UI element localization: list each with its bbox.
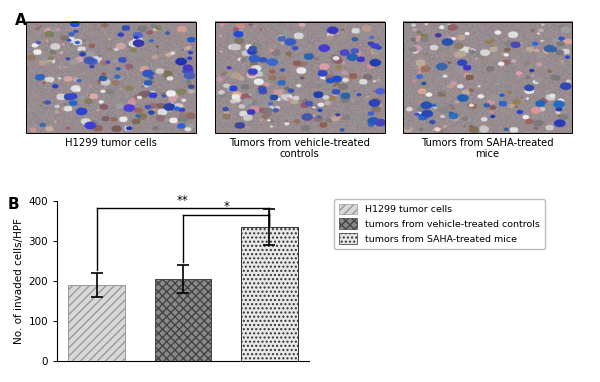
Bar [241,227,298,361]
Text: *: * [223,201,229,214]
Text: A: A [15,13,26,28]
Y-axis label: No. of invaded cells/HPF: No. of invaded cells/HPF [14,218,24,344]
Text: Tumors from vehicle-treated
controls: Tumors from vehicle-treated controls [229,138,370,159]
Bar [68,285,125,361]
Bar [155,279,211,361]
Bar [403,22,572,133]
Legend: H1299 tumor cells, tumors from vehicle-treated controls, tumors from SAHA-treate: H1299 tumor cells, tumors from vehicle-t… [334,199,545,249]
Bar [215,22,385,133]
Text: H1299 tumor cells: H1299 tumor cells [65,138,157,148]
Bar [26,22,196,133]
Text: B: B [7,197,19,212]
Text: Tumors from SAHA-treated
mice: Tumors from SAHA-treated mice [421,138,554,159]
Text: **: ** [177,194,189,207]
